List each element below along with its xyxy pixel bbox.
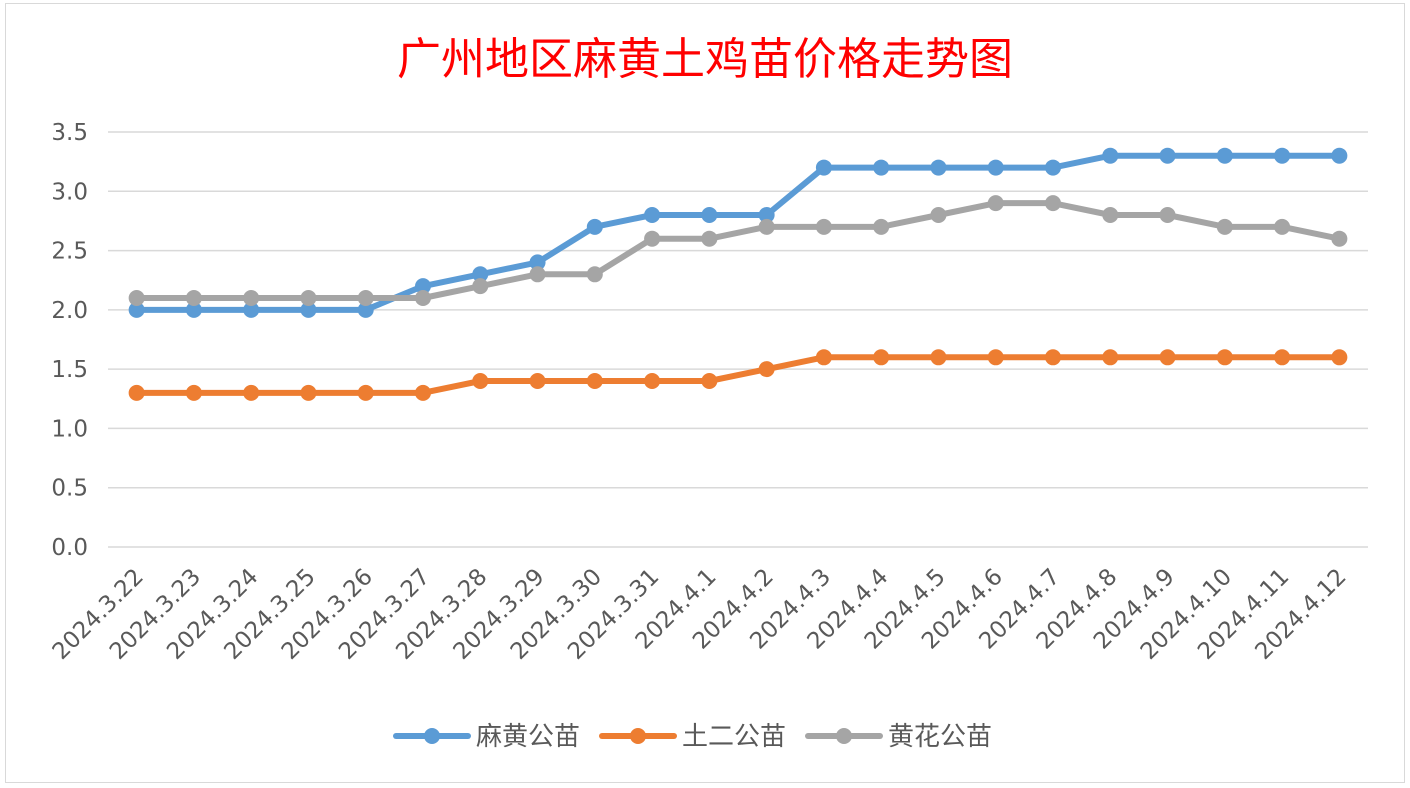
- data-point: [415, 384, 431, 401]
- data-point: [644, 373, 661, 389]
- legend-marker: [630, 728, 646, 744]
- data-point: [472, 266, 489, 283]
- data-point: [644, 207, 661, 223]
- legend-label: 黄花公苗: [888, 722, 992, 752]
- data-point: [815, 349, 832, 366]
- data-point: [185, 290, 202, 306]
- legend-marker: [836, 728, 852, 744]
- series-1: [128, 147, 1348, 318]
- data-point: [472, 278, 489, 295]
- data-point: [1102, 349, 1119, 366]
- data-point: [1045, 349, 1061, 366]
- data-point: [185, 301, 202, 318]
- data-point: [1045, 159, 1061, 176]
- data-point: [1331, 147, 1348, 164]
- y-tick-label: 2.0: [51, 298, 88, 324]
- legend-item: 土二公苗: [599, 722, 786, 752]
- legend-marker: [424, 728, 440, 744]
- data-point: [586, 373, 603, 389]
- data-point: [644, 230, 661, 247]
- data-point: [1159, 349, 1176, 366]
- data-point: [243, 301, 260, 318]
- legend-item: 黄花公苗: [805, 722, 992, 752]
- y-axis-ticks: 0.0 0.5 1.0 1.5 2.0 2.5 3.0 3.5: [51, 120, 88, 561]
- series-line: [133, 200, 1343, 301]
- data-point: [815, 159, 832, 176]
- data-point: [701, 373, 718, 389]
- data-point: [1331, 230, 1348, 247]
- y-tick-label: 3.0: [51, 179, 88, 205]
- data-point: [357, 301, 374, 318]
- data-point: [529, 254, 546, 271]
- legend: 麻黄公苗 土二公苗 黄花公苗: [393, 722, 992, 752]
- legend-label: 土二公苗: [682, 722, 786, 752]
- x-axis-ticks: 2024.3.222024.3.232024.3.242024.3.252024…: [48, 564, 1352, 665]
- gridlines: [108, 131, 1368, 548]
- data-point: [1274, 349, 1291, 366]
- data-point: [1216, 349, 1233, 366]
- series-2: [128, 349, 1348, 401]
- data-point: [300, 290, 317, 306]
- y-tick-label: 2.5: [51, 239, 88, 265]
- y-tick-label: 0.0: [51, 535, 88, 561]
- data-point: [128, 301, 145, 318]
- y-tick-label: 3.5: [51, 120, 88, 146]
- data-point: [987, 349, 1004, 366]
- data-point: [529, 373, 546, 389]
- series-line: [133, 152, 1343, 313]
- data-point: [1102, 147, 1119, 164]
- data-point: [873, 159, 890, 176]
- data-point: [1331, 349, 1348, 366]
- data-point: [930, 349, 947, 366]
- data-point: [1216, 218, 1233, 235]
- data-point: [1274, 218, 1291, 235]
- data-point: [758, 361, 775, 378]
- data-point: [415, 290, 431, 306]
- data-point: [243, 290, 260, 306]
- data-point: [1045, 195, 1061, 212]
- data-point: [415, 278, 431, 295]
- series-3: [128, 195, 1348, 306]
- data-point: [128, 290, 145, 306]
- data-point: [243, 384, 260, 401]
- data-point: [1159, 147, 1176, 164]
- data-point: [128, 384, 145, 401]
- y-tick-label: 1.5: [51, 357, 88, 383]
- data-point: [987, 195, 1004, 212]
- legend-label: 麻黄公苗: [476, 722, 580, 752]
- data-point: [357, 384, 374, 401]
- data-point: [987, 159, 1004, 176]
- data-point: [1102, 207, 1119, 223]
- data-point: [930, 159, 947, 176]
- data-point: [1159, 207, 1176, 223]
- series-line: [133, 354, 1343, 396]
- data-point: [185, 384, 202, 401]
- data-point: [873, 218, 890, 235]
- legend-item: 麻黄公苗: [393, 722, 580, 752]
- data-point: [873, 349, 890, 366]
- y-tick-label: 1.0: [51, 416, 88, 442]
- data-point: [472, 373, 489, 389]
- data-point: [758, 218, 775, 235]
- chart-title: 广州地区麻黄土鸡苗价格走势图: [397, 34, 1013, 85]
- data-point: [300, 301, 317, 318]
- data-point: [701, 207, 718, 223]
- data-point: [357, 290, 374, 306]
- data-point: [1274, 147, 1291, 164]
- data-point: [815, 218, 832, 235]
- y-tick-label: 0.5: [51, 476, 88, 502]
- data-point: [586, 266, 603, 283]
- series-lines: [128, 147, 1348, 401]
- data-point: [701, 230, 718, 247]
- data-point: [758, 207, 775, 223]
- data-point: [529, 266, 546, 283]
- data-point: [1216, 147, 1233, 164]
- data-point: [300, 384, 317, 401]
- data-point: [930, 207, 947, 223]
- data-point: [586, 218, 603, 235]
